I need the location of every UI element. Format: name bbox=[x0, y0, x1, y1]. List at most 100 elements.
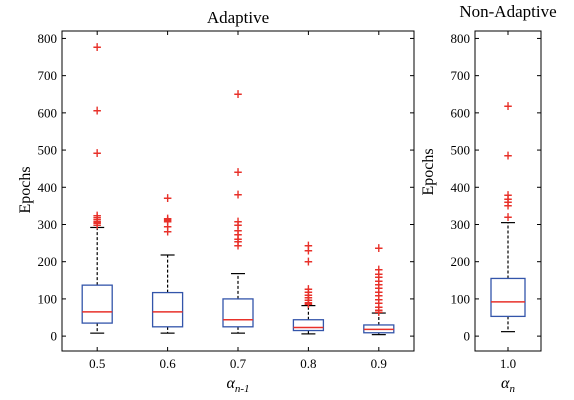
adaptive-y-tick-label: 100 bbox=[38, 291, 58, 306]
non-adaptive-x-label: αn bbox=[501, 375, 515, 395]
outlier-marker: + bbox=[163, 214, 173, 228]
outlier-marker: + bbox=[163, 211, 173, 225]
outlier-marker: + bbox=[303, 238, 313, 252]
outlier-marker: + bbox=[374, 289, 384, 303]
outlier-marker: + bbox=[374, 281, 384, 295]
outlier-marker: + bbox=[233, 227, 243, 241]
adaptive-box-0.5: +++++++++ bbox=[81, 40, 113, 334]
adaptive-box-0.9: ++++++++++++++ bbox=[363, 241, 395, 336]
outlier-marker: + bbox=[374, 267, 384, 281]
adaptive-y-tick-label: 400 bbox=[38, 180, 58, 195]
outlier-marker: + bbox=[374, 303, 384, 317]
outlier-marker: + bbox=[92, 216, 102, 230]
panel-non-adaptive: Non-Adaptive Epochs 0 100 200 300 400 500 600 7… bbox=[420, 2, 557, 395]
outlier-marker: + bbox=[303, 295, 313, 309]
outlier-marker: + bbox=[92, 146, 102, 160]
outlier-marker: + bbox=[303, 288, 313, 302]
outlier-marker: + bbox=[374, 241, 384, 255]
outlier-marker: + bbox=[503, 99, 513, 113]
non-adaptive-y-tick-label: 800 bbox=[451, 31, 471, 46]
outlier-marker: + bbox=[303, 254, 313, 268]
non-adaptive-y-tick-label: 300 bbox=[451, 217, 471, 232]
outlier-marker: + bbox=[303, 297, 313, 311]
outlier-marker: + bbox=[374, 292, 384, 306]
adaptive-y-tick-label: 500 bbox=[38, 143, 58, 158]
panel-adaptive: Adaptive Epochs 0 100 200 300 400 500 600 700 80… bbox=[17, 8, 415, 395]
outlier-marker: + bbox=[233, 235, 243, 249]
non-adaptive-y-tick-label: 100 bbox=[451, 291, 471, 306]
outlier-marker: + bbox=[303, 282, 313, 296]
outlier-marker: + bbox=[374, 305, 384, 319]
outlier-marker: + bbox=[503, 210, 513, 224]
non-adaptive-y-tick-label: 400 bbox=[451, 180, 471, 195]
non-adaptive-box-1.0: +++++++ bbox=[490, 99, 526, 333]
non-adaptive-plot-area: 0 100 200 300 400 500 600 700 800 1.0 +++++++ bbox=[451, 30, 542, 371]
outlier-marker: + bbox=[92, 214, 102, 228]
non-adaptive-y-tick-label: 500 bbox=[451, 143, 471, 158]
outlier-marker: + bbox=[374, 270, 384, 284]
adaptive-y-tick-label: 300 bbox=[38, 217, 58, 232]
outlier-marker: + bbox=[503, 192, 513, 206]
adaptive-box-0.8: ++++++++++ bbox=[292, 238, 325, 335]
adaptive-x-tick-label: 0.9 bbox=[371, 356, 387, 371]
outlier-marker: + bbox=[163, 191, 173, 205]
non-adaptive-title: Non-Adaptive bbox=[459, 2, 556, 21]
adaptive-x-label: αn-1 bbox=[226, 375, 249, 395]
outlier-marker: + bbox=[503, 188, 513, 202]
adaptive-x-tick-label: 0.7 bbox=[230, 356, 247, 371]
outlier-marker: + bbox=[303, 243, 313, 257]
outlier-marker: + bbox=[233, 187, 243, 201]
outlier-marker: + bbox=[92, 211, 102, 225]
iqr-box bbox=[81, 284, 113, 324]
outlier-marker: + bbox=[92, 40, 102, 54]
non-adaptive-y-label: Epochs bbox=[420, 148, 437, 195]
iqr-box bbox=[292, 319, 325, 332]
adaptive-x-tick-label: 0.8 bbox=[300, 356, 316, 371]
iqr-box bbox=[222, 298, 254, 328]
outlier-marker: + bbox=[163, 213, 173, 227]
non-adaptive-y-tick-label: 0 bbox=[464, 329, 471, 344]
adaptive-x-tick-label: 0.6 bbox=[159, 356, 176, 371]
non-adaptive-y-tick-label: 600 bbox=[451, 105, 471, 120]
outlier-marker: + bbox=[233, 165, 243, 179]
outlier-marker: + bbox=[163, 219, 173, 233]
outlier-marker: + bbox=[303, 291, 313, 305]
adaptive-x-tick-label: 0.5 bbox=[89, 356, 105, 371]
outlier-marker: + bbox=[503, 148, 513, 162]
iqr-box bbox=[151, 291, 184, 328]
outlier-marker: + bbox=[503, 195, 513, 209]
outlier-marker: + bbox=[233, 214, 243, 228]
adaptive-y-tick-label: 0 bbox=[51, 329, 58, 344]
adaptive-y-tick-label: 700 bbox=[38, 68, 58, 83]
adaptive-y-tick-label: 200 bbox=[38, 254, 58, 269]
outlier-marker: + bbox=[374, 285, 384, 299]
outlier-marker: + bbox=[92, 103, 102, 117]
outlier-marker: + bbox=[233, 218, 243, 232]
outlier-marker: + bbox=[233, 224, 243, 238]
outlier-marker: + bbox=[374, 263, 384, 277]
non-adaptive-x-tick-label: 1.0 bbox=[500, 356, 516, 371]
outlier-marker: + bbox=[374, 278, 384, 292]
iqr-box bbox=[490, 277, 526, 318]
outlier-marker: + bbox=[374, 296, 384, 310]
adaptive-title: Adaptive bbox=[207, 8, 269, 27]
adaptive-box-0.7: ++++++++++ bbox=[222, 87, 254, 334]
outlier-marker: + bbox=[503, 199, 513, 213]
outlier-marker: + bbox=[92, 208, 102, 222]
non-adaptive-y-tick-label: 200 bbox=[451, 254, 471, 269]
outlier-marker: + bbox=[374, 274, 384, 288]
non-adaptive-y-tick-label: 700 bbox=[451, 68, 471, 83]
outlier-marker: + bbox=[233, 238, 243, 252]
outlier-marker: + bbox=[303, 293, 313, 307]
outlier-marker: + bbox=[163, 225, 173, 239]
outlier-marker: + bbox=[92, 218, 102, 232]
adaptive-y-tick-label: 800 bbox=[38, 31, 58, 46]
outlier-marker: + bbox=[233, 232, 243, 246]
outlier-marker: + bbox=[303, 285, 313, 299]
adaptive-y-tick-label: 600 bbox=[38, 105, 58, 120]
adaptive-y-label: Epochs bbox=[17, 166, 34, 213]
adaptive-box-0.6: ++++++ bbox=[151, 191, 184, 334]
outlier-marker: + bbox=[92, 212, 102, 226]
adaptive-plot-area: 0 100 200 300 400 500 600 700 800 0.5 0.6 0.7 0.8 0.9… bbox=[38, 30, 415, 371]
